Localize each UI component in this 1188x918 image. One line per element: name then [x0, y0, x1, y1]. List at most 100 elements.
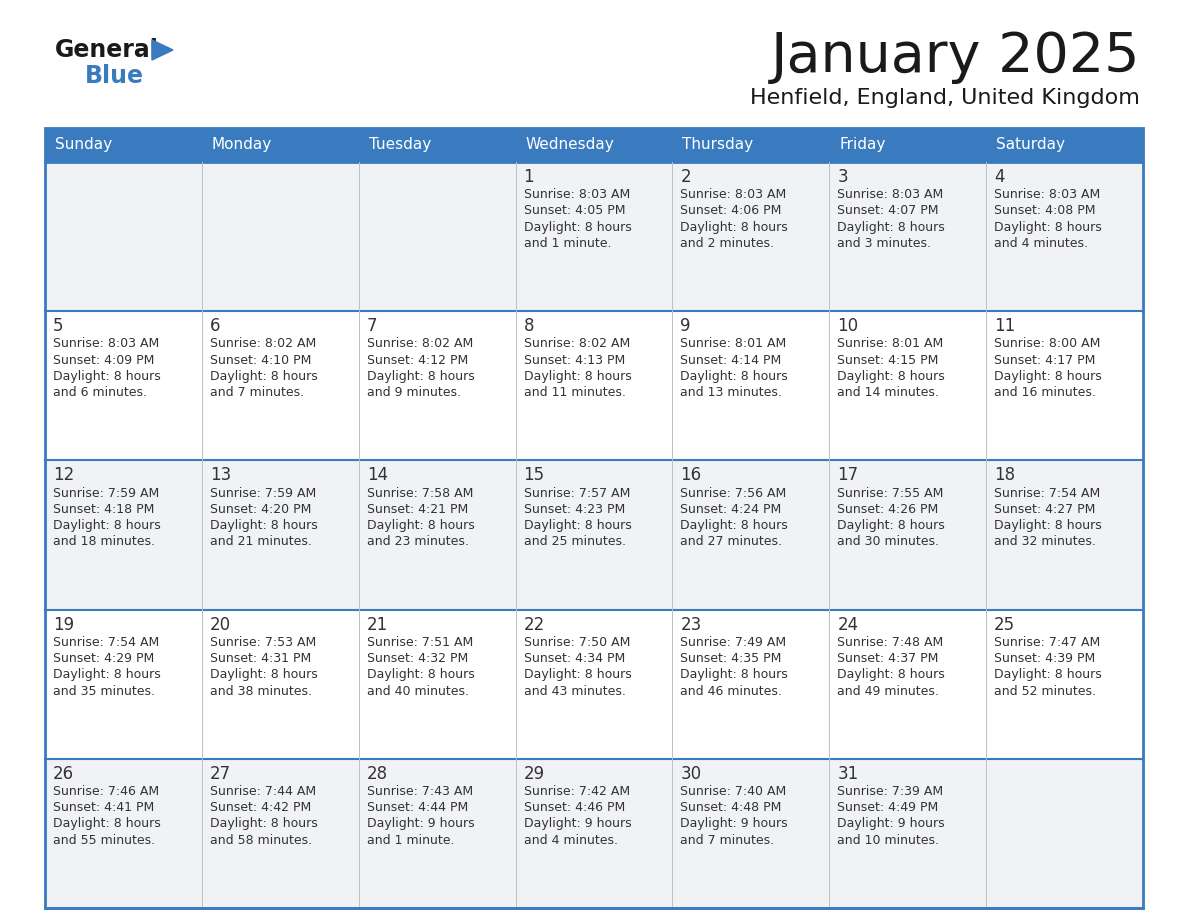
Bar — [45, 128, 1143, 162]
Bar — [45, 162, 202, 311]
Text: Sunset: 4:05 PM: Sunset: 4:05 PM — [524, 205, 625, 218]
Text: 4: 4 — [994, 168, 1005, 186]
Bar — [359, 759, 516, 908]
Text: Sunrise: 8:03 AM: Sunrise: 8:03 AM — [681, 188, 786, 201]
Text: Daylight: 9 hours: Daylight: 9 hours — [681, 818, 788, 831]
Text: and 1 minute.: and 1 minute. — [367, 834, 454, 846]
Bar — [672, 610, 829, 759]
Text: Daylight: 8 hours: Daylight: 8 hours — [994, 220, 1102, 234]
Text: Daylight: 8 hours: Daylight: 8 hours — [838, 668, 944, 681]
Text: Sunrise: 7:49 AM: Sunrise: 7:49 AM — [681, 636, 786, 649]
Text: Sunrise: 7:50 AM: Sunrise: 7:50 AM — [524, 636, 630, 649]
Text: Sunrise: 7:54 AM: Sunrise: 7:54 AM — [994, 487, 1100, 499]
Text: Sunset: 4:18 PM: Sunset: 4:18 PM — [53, 503, 154, 516]
Text: Daylight: 8 hours: Daylight: 8 hours — [838, 519, 944, 532]
Bar — [202, 759, 359, 908]
Text: 7: 7 — [367, 318, 378, 335]
Text: Sunset: 4:23 PM: Sunset: 4:23 PM — [524, 503, 625, 516]
Text: Daylight: 8 hours: Daylight: 8 hours — [681, 668, 788, 681]
Text: Daylight: 8 hours: Daylight: 8 hours — [524, 668, 631, 681]
Text: Sunset: 4:24 PM: Sunset: 4:24 PM — [681, 503, 782, 516]
Text: Sunrise: 7:58 AM: Sunrise: 7:58 AM — [367, 487, 473, 499]
Text: Blue: Blue — [86, 64, 144, 88]
Text: Sunrise: 7:59 AM: Sunrise: 7:59 AM — [53, 487, 159, 499]
Bar — [672, 759, 829, 908]
Text: Sunset: 4:10 PM: Sunset: 4:10 PM — [210, 353, 311, 366]
Text: Sunset: 4:17 PM: Sunset: 4:17 PM — [994, 353, 1095, 366]
Text: Sunset: 4:39 PM: Sunset: 4:39 PM — [994, 652, 1095, 665]
Text: Sunset: 4:37 PM: Sunset: 4:37 PM — [838, 652, 939, 665]
Text: Daylight: 8 hours: Daylight: 8 hours — [210, 370, 317, 383]
Text: Tuesday: Tuesday — [368, 138, 431, 152]
Text: Sunrise: 7:51 AM: Sunrise: 7:51 AM — [367, 636, 473, 649]
Text: and 18 minutes.: and 18 minutes. — [53, 535, 154, 548]
Text: Sunday: Sunday — [55, 138, 112, 152]
Text: Daylight: 9 hours: Daylight: 9 hours — [838, 818, 944, 831]
Bar — [516, 759, 672, 908]
Text: Sunset: 4:12 PM: Sunset: 4:12 PM — [367, 353, 468, 366]
Text: and 4 minutes.: and 4 minutes. — [994, 237, 1088, 250]
Bar — [359, 461, 516, 610]
Text: 15: 15 — [524, 466, 544, 485]
Text: 6: 6 — [210, 318, 220, 335]
Text: Daylight: 8 hours: Daylight: 8 hours — [838, 220, 944, 234]
Text: Sunset: 4:07 PM: Sunset: 4:07 PM — [838, 205, 939, 218]
Text: Sunrise: 7:40 AM: Sunrise: 7:40 AM — [681, 785, 786, 798]
Text: and 23 minutes.: and 23 minutes. — [367, 535, 468, 548]
Text: Sunrise: 8:00 AM: Sunrise: 8:00 AM — [994, 337, 1100, 351]
Text: Daylight: 8 hours: Daylight: 8 hours — [524, 370, 631, 383]
Text: and 32 minutes.: and 32 minutes. — [994, 535, 1097, 548]
Text: 25: 25 — [994, 616, 1016, 633]
Text: Sunrise: 8:02 AM: Sunrise: 8:02 AM — [524, 337, 630, 351]
Text: Sunset: 4:35 PM: Sunset: 4:35 PM — [681, 652, 782, 665]
Text: and 58 minutes.: and 58 minutes. — [210, 834, 312, 846]
Text: Sunrise: 7:44 AM: Sunrise: 7:44 AM — [210, 785, 316, 798]
Text: 18: 18 — [994, 466, 1016, 485]
Bar — [516, 610, 672, 759]
Text: Henfield, England, United Kingdom: Henfield, England, United Kingdom — [750, 88, 1140, 108]
Text: Sunrise: 8:01 AM: Sunrise: 8:01 AM — [838, 337, 943, 351]
Text: Sunrise: 8:03 AM: Sunrise: 8:03 AM — [838, 188, 943, 201]
Text: Saturday: Saturday — [997, 138, 1066, 152]
Text: 12: 12 — [53, 466, 74, 485]
Text: January 2025: January 2025 — [771, 30, 1140, 84]
Text: Daylight: 8 hours: Daylight: 8 hours — [994, 370, 1102, 383]
Bar — [516, 162, 672, 311]
Text: and 55 minutes.: and 55 minutes. — [53, 834, 156, 846]
Text: Daylight: 8 hours: Daylight: 8 hours — [367, 519, 474, 532]
Text: Sunset: 4:41 PM: Sunset: 4:41 PM — [53, 801, 154, 814]
Text: Sunrise: 7:42 AM: Sunrise: 7:42 AM — [524, 785, 630, 798]
Text: and 21 minutes.: and 21 minutes. — [210, 535, 311, 548]
Text: Sunset: 4:21 PM: Sunset: 4:21 PM — [367, 503, 468, 516]
Bar — [829, 610, 986, 759]
Bar — [45, 311, 202, 461]
Bar — [829, 311, 986, 461]
Text: 17: 17 — [838, 466, 859, 485]
Text: 24: 24 — [838, 616, 859, 633]
Bar — [986, 610, 1143, 759]
Text: 30: 30 — [681, 765, 702, 783]
Text: Sunset: 4:14 PM: Sunset: 4:14 PM — [681, 353, 782, 366]
Text: and 7 minutes.: and 7 minutes. — [210, 386, 304, 399]
Bar — [986, 461, 1143, 610]
Bar — [359, 610, 516, 759]
Text: Daylight: 8 hours: Daylight: 8 hours — [210, 668, 317, 681]
Text: Daylight: 8 hours: Daylight: 8 hours — [210, 818, 317, 831]
Bar — [672, 311, 829, 461]
Text: and 2 minutes.: and 2 minutes. — [681, 237, 775, 250]
Text: 28: 28 — [367, 765, 387, 783]
Text: and 43 minutes.: and 43 minutes. — [524, 685, 625, 698]
Text: Daylight: 8 hours: Daylight: 8 hours — [994, 668, 1102, 681]
Text: Sunset: 4:31 PM: Sunset: 4:31 PM — [210, 652, 311, 665]
Text: Sunrise: 7:57 AM: Sunrise: 7:57 AM — [524, 487, 630, 499]
Text: and 40 minutes.: and 40 minutes. — [367, 685, 469, 698]
Text: Daylight: 8 hours: Daylight: 8 hours — [681, 220, 788, 234]
Text: 19: 19 — [53, 616, 74, 633]
Text: Sunrise: 8:03 AM: Sunrise: 8:03 AM — [994, 188, 1100, 201]
Text: Sunrise: 7:47 AM: Sunrise: 7:47 AM — [994, 636, 1100, 649]
Text: and 7 minutes.: and 7 minutes. — [681, 834, 775, 846]
Text: Sunrise: 8:03 AM: Sunrise: 8:03 AM — [524, 188, 630, 201]
Bar — [516, 461, 672, 610]
Text: Sunrise: 7:39 AM: Sunrise: 7:39 AM — [838, 785, 943, 798]
Text: Monday: Monday — [211, 138, 272, 152]
